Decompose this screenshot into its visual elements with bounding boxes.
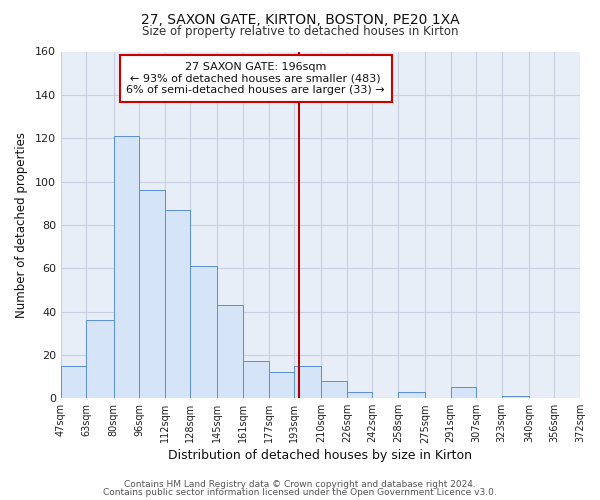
Bar: [398, 392, 425, 398]
X-axis label: Distribution of detached houses by size in Kirton: Distribution of detached houses by size …: [169, 450, 472, 462]
Bar: [451, 388, 476, 398]
Text: Size of property relative to detached houses in Kirton: Size of property relative to detached ho…: [142, 25, 458, 38]
Bar: [61, 366, 86, 398]
Bar: [139, 190, 165, 398]
Bar: [217, 305, 243, 398]
Bar: [165, 210, 190, 398]
Bar: [190, 266, 217, 398]
Bar: [347, 392, 373, 398]
Bar: [321, 381, 347, 398]
Text: 27 SAXON GATE: 196sqm
← 93% of detached houses are smaller (483)
6% of semi-deta: 27 SAXON GATE: 196sqm ← 93% of detached …: [126, 62, 385, 95]
Bar: [502, 396, 529, 398]
Bar: [86, 320, 113, 398]
Bar: [269, 372, 294, 398]
Bar: [113, 136, 139, 398]
Y-axis label: Number of detached properties: Number of detached properties: [15, 132, 28, 318]
Text: 27, SAXON GATE, KIRTON, BOSTON, PE20 1XA: 27, SAXON GATE, KIRTON, BOSTON, PE20 1XA: [140, 12, 460, 26]
Text: Contains public sector information licensed under the Open Government Licence v3: Contains public sector information licen…: [103, 488, 497, 497]
Bar: [243, 362, 269, 398]
Bar: [294, 366, 321, 398]
Text: Contains HM Land Registry data © Crown copyright and database right 2024.: Contains HM Land Registry data © Crown c…: [124, 480, 476, 489]
